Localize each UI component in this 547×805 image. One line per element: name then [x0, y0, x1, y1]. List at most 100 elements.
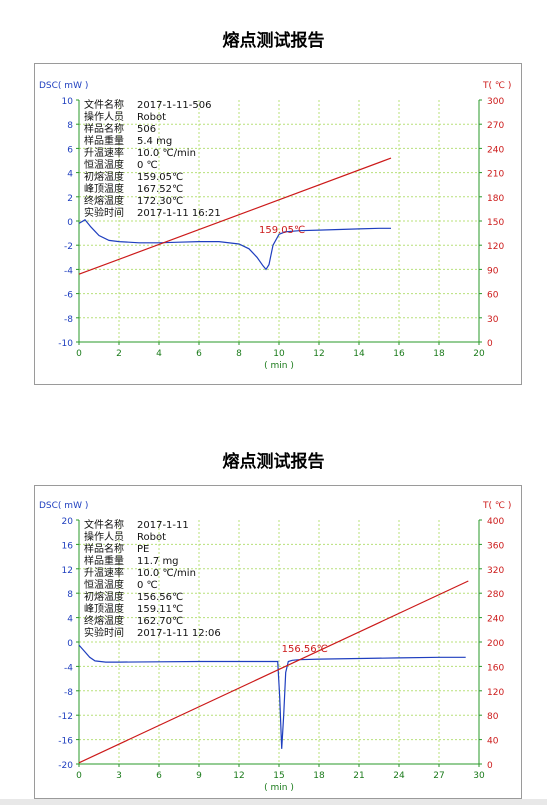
info-value: 2017-1-11	[137, 520, 189, 531]
right-tick-label: 0	[487, 761, 493, 771]
right-tick-label: 300	[487, 97, 504, 107]
right-tick-label: 200	[487, 639, 504, 649]
left-tick-label: -12	[58, 712, 73, 722]
chart-frame-2: 20 16 12 8 4 0 -4 -8 -12 -16 -20 400 360 320 280 240 200…	[34, 485, 522, 799]
right-tick-label: 240	[487, 615, 504, 625]
x-tick-label: 21	[353, 771, 364, 781]
x-tick-label: 30	[473, 771, 485, 781]
x-tick-label: 0	[76, 771, 82, 781]
x-tick-label: 6	[156, 771, 162, 781]
info-value: 0 ℃	[137, 160, 158, 171]
info-label: 初熔温度	[84, 590, 124, 603]
right-tick-label: 400	[487, 517, 504, 527]
left-tick-label: -2	[64, 242, 73, 252]
right-tick-label: 60	[487, 291, 499, 301]
info-value: 10.0 ℃/min	[137, 148, 196, 159]
x-tick-label: 10	[273, 349, 285, 359]
right-tick-label: 160	[487, 663, 504, 673]
info-label: 初熔温度	[84, 170, 124, 183]
dsc-series-line	[78, 644, 466, 749]
info-label: 操作人员	[84, 110, 124, 123]
right-tick-label: 210	[487, 170, 504, 180]
left-tick-label: 20	[62, 517, 74, 527]
temperature-series-line	[78, 157, 392, 275]
info-value: 2017-1-11 12:06	[137, 628, 221, 639]
info-label: 实验时间	[84, 206, 124, 219]
info-value: Robot	[137, 532, 166, 543]
right-tick-label: 240	[487, 145, 504, 155]
x-tick-label: 12	[313, 349, 324, 359]
info-label: 恒温温度	[84, 578, 124, 591]
left-tick-label: 16	[62, 541, 74, 551]
x-tick-label: 2	[116, 349, 122, 359]
left-tick-label: 2	[67, 194, 73, 204]
info-label: 峰顶温度	[84, 602, 124, 615]
y-left-axis-title: DSC( mW )	[39, 501, 88, 511]
right-tick-label: 280	[487, 590, 504, 600]
info-label: 恒温温度	[84, 158, 124, 171]
right-tick-label: 150	[487, 218, 504, 228]
left-tick-label: -20	[58, 761, 73, 771]
left-tick-label: -4	[64, 663, 73, 673]
x-tick-label: 6	[196, 349, 202, 359]
x-tick-label: 8	[236, 349, 242, 359]
info-value: 10.0 ℃/min	[137, 568, 196, 579]
info-label: 样品名称	[84, 122, 124, 135]
x-tick-label: 15	[273, 771, 284, 781]
info-label: 样品重量	[84, 554, 124, 567]
left-tick-label: 8	[67, 121, 73, 131]
info-label: 峰顶温度	[84, 182, 124, 195]
dsc-chart-1: 1086420-2-4-6-8-103002702402101801501209…	[39, 81, 511, 371]
info-label: 文件名称	[84, 98, 124, 111]
left-tick-label: -8	[64, 315, 73, 325]
report-title: 熔点测试报告	[222, 452, 325, 472]
page-bottom-strip	[0, 799, 547, 805]
info-label: 升温速率	[84, 566, 124, 579]
info-label: 实验时间	[84, 626, 124, 639]
info-label: 样品名称	[84, 542, 124, 555]
report-title: 熔点测试报告	[222, 31, 325, 51]
left-tick-label: -4	[64, 266, 73, 276]
info-value: 172.30℃	[137, 196, 183, 207]
right-tick-label: 180	[487, 194, 504, 204]
info-label: 终熔温度	[84, 194, 124, 207]
temperature-series-line	[78, 580, 469, 764]
left-tick-label: -8	[64, 688, 73, 698]
right-tick-label: 320	[487, 566, 504, 576]
right-tick-label: 120	[487, 242, 504, 252]
info-value: 156.56℃	[137, 592, 183, 603]
x-tick-label: 20	[473, 349, 485, 359]
info-label: 终熔温度	[84, 614, 124, 627]
x-tick-label: 3	[116, 771, 122, 781]
info-value: 159.11℃	[137, 604, 183, 615]
left-tick-label: 4	[67, 170, 73, 180]
left-tick-label: 4	[67, 615, 73, 625]
info-value: PE	[137, 544, 149, 555]
dsc-chart-2: 201612840-4-8-12-16-20400360320280240200…	[39, 501, 511, 793]
left-tick-label: 12	[62, 566, 73, 576]
x-tick-label: 16	[393, 349, 405, 359]
y-right-axis-title: T( ℃ )	[482, 81, 511, 91]
info-value: Robot	[137, 112, 166, 123]
x-tick-label: 14	[353, 349, 365, 359]
chart-frame-1: 10 8 6 4 2 0 -2 -4 -6 -8 -10 300 270 240 210 180 150 120 9…	[34, 63, 522, 385]
info-value: 5.4 mg	[137, 136, 172, 147]
x-tick-label: 18	[313, 771, 325, 781]
left-tick-label: 10	[62, 97, 74, 107]
info-value: 2017-1-11-506	[137, 100, 211, 111]
info-label: 升温速率	[84, 146, 124, 159]
info-value: 2017-1-11 16:21	[137, 208, 221, 219]
right-tick-label: 120	[487, 688, 504, 698]
y-left-axis-title: DSC( mW )	[39, 81, 88, 91]
info-value: 0 ℃	[137, 580, 158, 591]
x-tick-label: 12	[233, 771, 244, 781]
left-tick-label: -10	[58, 339, 73, 349]
x-axis-title: ( min )	[264, 361, 294, 371]
x-tick-label: 24	[393, 771, 405, 781]
left-tick-label: 0	[67, 639, 73, 649]
info-label: 样品重量	[84, 134, 124, 147]
right-tick-label: 40	[487, 737, 499, 747]
dsc-series-line	[78, 219, 391, 271]
info-label: 文件名称	[84, 518, 124, 531]
right-tick-label: 0	[487, 339, 493, 349]
